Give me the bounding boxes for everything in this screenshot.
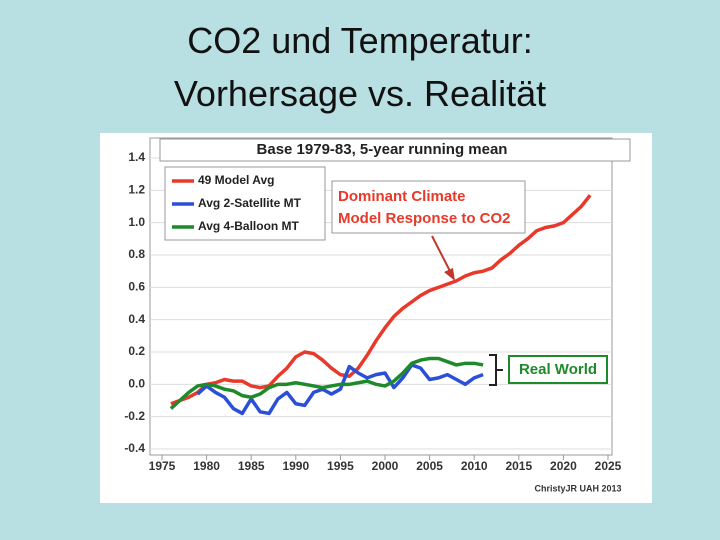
annotation-box [331,180,526,234]
series-line [169,356,484,410]
y-tick-label: 0.0 [128,377,145,391]
legend-label: Avg 2-Satellite MT [198,196,302,210]
x-tick-label: 2010 [461,459,488,473]
chart-title-box [159,138,631,162]
x-tick-label: 1995 [327,459,354,473]
series-line [170,194,592,406]
legend-label: Avg 4-Balloon MT [198,219,300,233]
x-tick-label: 1975 [149,459,176,473]
y-tick-label: -0.4 [124,441,145,455]
bracket [489,354,503,386]
slide-title: CO2 und Temperatur: [187,20,533,61]
annotation-arrow [431,235,453,276]
y-tick-label: 0.6 [128,280,145,294]
annotation: Dominant Climate [338,188,466,205]
annotation: Model Response to CO2 [338,210,511,227]
x-tick-label: 2000 [372,459,399,473]
y-tick-label: 0.2 [128,344,145,358]
series-line [196,363,484,416]
x-tick-label: 1985 [238,459,265,473]
x-tick-label: 2020 [550,459,577,473]
x-tick-label: 2015 [505,459,532,473]
y-tick-label: 1.4 [128,150,145,164]
slide-title: Vorhersage vs. Realität [173,73,547,114]
arrow-head [444,268,455,281]
y-tick-label: -0.2 [124,409,145,423]
y-tick-label: 1.2 [128,183,145,197]
bracket-label-box [508,355,608,384]
plot-frame [149,137,613,456]
credit: ChristyJR UAH 2013 [534,483,621,493]
y-tick-label: 0.8 [128,247,145,261]
y-tick-label: 0.4 [128,312,145,326]
x-tick-label: 1980 [193,459,220,473]
x-tick-label: 2025 [595,459,622,473]
bracket-label: Real World [519,361,597,378]
x-tick-label: 2005 [416,459,443,473]
x-tick-label: 1990 [282,459,309,473]
y-tick-label: 1.0 [128,215,145,229]
chart-title: Base 1979-83, 5-year running mean [257,141,508,158]
legend-label: 49 Model Avg [198,173,274,187]
